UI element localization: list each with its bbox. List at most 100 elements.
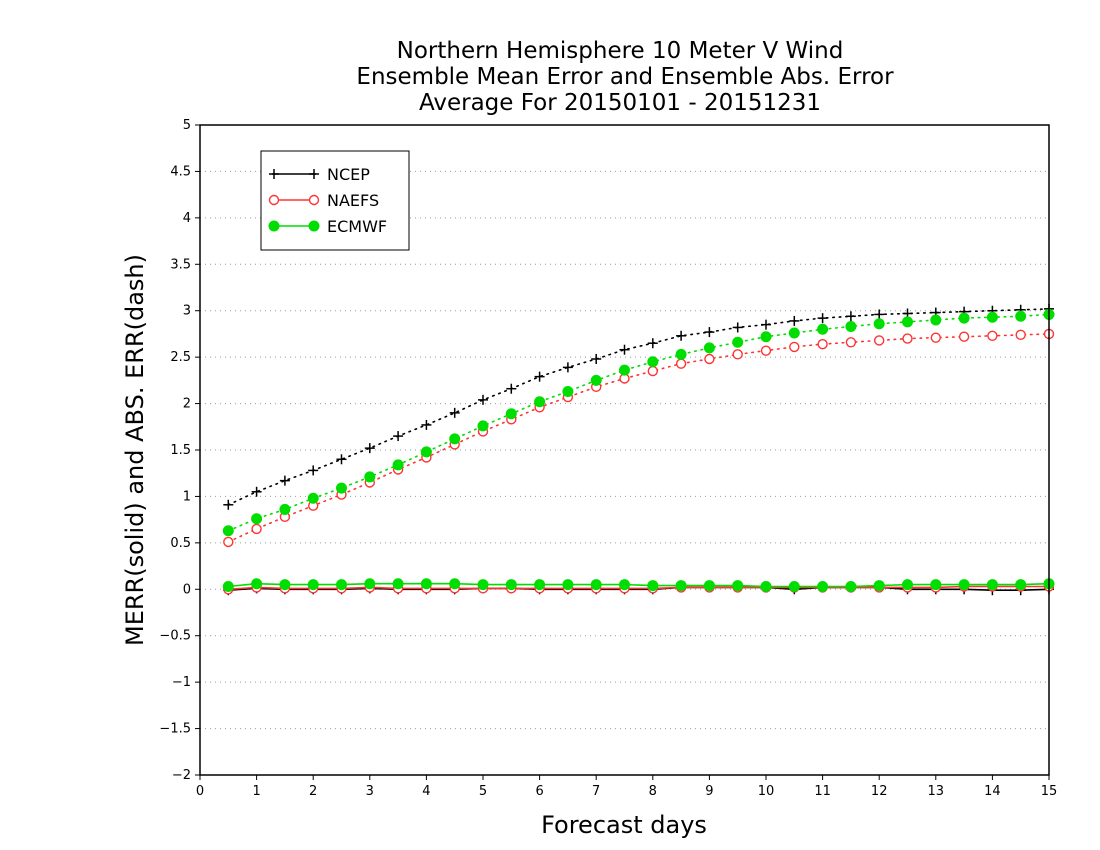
naefs-abs-error-point (845, 337, 857, 348)
x-tick-label: 8 (649, 784, 657, 799)
ecmwf-mean-error-point (930, 579, 942, 591)
naefs-abs-error-point (1015, 329, 1026, 341)
ncep-abs-error-point (845, 311, 856, 322)
title-line-2: Ensemble Mean Error and Ensemble Abs. Er… (356, 64, 894, 90)
ecmwf-abs-error-point (534, 396, 546, 408)
ecmwf-mean-error-point (251, 578, 263, 590)
naefs-abs-error-point (874, 335, 885, 346)
gridlines (200, 170, 1049, 730)
ncep-abs-error-point (223, 499, 234, 510)
x-tick-label: 13 (928, 784, 945, 799)
series-ncep (223, 303, 1054, 596)
ncep-abs-error-point (562, 362, 573, 373)
y-tick-label: 3.5 (170, 257, 191, 272)
y-tick-label: 2.5 (170, 350, 191, 365)
ecmwf-mean-error-point (703, 580, 715, 592)
x-tick-label: 9 (705, 784, 713, 799)
ncep-abs-error-point (279, 475, 290, 486)
chart-title: Northern Hemisphere 10 Meter V Wind Ense… (356, 38, 894, 116)
x-tick-label: 7 (592, 784, 600, 799)
ecmwf-abs-error-point (364, 471, 376, 483)
ecmwf-abs-error-point (703, 342, 715, 354)
ecmwf-abs-error-point (817, 323, 829, 335)
naefs-abs-error-point (789, 341, 800, 353)
legend-marker (268, 220, 280, 232)
x-tick-label: 1 (252, 784, 260, 799)
legend-label: NAEFS (327, 191, 379, 210)
plot-series (222, 303, 1055, 596)
x-axis-label: Forecast days (541, 811, 707, 839)
y-tick-label: 2 (183, 397, 191, 412)
ecmwf-abs-error-point (788, 327, 800, 339)
x-tick-label: 10 (758, 784, 775, 799)
ncep-abs-error-point (364, 443, 375, 454)
legend: NCEP NAEFS ECMWF (260, 150, 410, 251)
ncep-abs-error-point (817, 313, 828, 324)
ecmwf-abs-error-point (477, 420, 489, 432)
naefs-abs-error-point (958, 331, 970, 342)
y-tick-label: −1 (172, 675, 191, 690)
y-tick-label: −1.5 (159, 722, 191, 737)
ncep-abs-error-point (761, 319, 771, 330)
x-tick-label: 6 (535, 784, 543, 799)
ncep-abs-error-point (449, 407, 460, 418)
y-axis-ticks: −2 −1.5 −1 −0.5 0 0.5 1 1.5 2 2.5 3 3.5 4 4.5 5 (159, 118, 200, 783)
title-line-3: Average For 20150101 - 20151231 (419, 90, 821, 116)
x-tick-label: 3 (366, 784, 374, 799)
x-axis-ticks: 0 1 2 3 4 5 6 7 8 9 10 11 12 13 14 15 (196, 775, 1057, 799)
legend-item-ecmwf: ECMWF (268, 217, 387, 236)
ecmwf-mean-error-point (958, 579, 970, 591)
ecmwf-abs-error-point (732, 336, 744, 348)
ecmwf-abs-error-point (420, 446, 432, 458)
x-tick-label: 12 (871, 784, 888, 799)
legend-item-naefs: NAEFS (268, 191, 379, 210)
ecmwf-abs-error-point (590, 374, 602, 386)
ecmwf-abs-error-point (307, 492, 319, 504)
ncep-abs-error-point (393, 431, 404, 442)
ncep-abs-error-point (308, 465, 319, 476)
y-axis-label: MERR(solid) and ABS. ERR(dash) (121, 254, 149, 646)
ecmwf-mean-error-point (307, 579, 319, 591)
ecmwf-mean-error-point (420, 578, 432, 590)
y-tick-label: −2 (172, 768, 191, 783)
ecmwf-mean-error-point (675, 580, 687, 592)
y-tick-label: 5 (183, 118, 191, 133)
x-tick-label: 14 (984, 784, 1001, 799)
ecmwf-mean-error-point (364, 578, 376, 590)
ncep-abs-error-point (506, 383, 517, 394)
y-tick-label: −0.5 (159, 629, 191, 644)
y-tick-label: 1 (183, 489, 191, 504)
series-naefs (223, 328, 1055, 595)
ecmwf-abs-error-line (227, 313, 1050, 532)
x-tick-label: 4 (422, 784, 430, 799)
ecmwf-abs-error-point (958, 312, 970, 324)
legend-label: ECMWF (327, 217, 387, 236)
y-tick-label: 1.5 (170, 443, 191, 458)
ecmwf-mean-error-point (222, 581, 234, 592)
ncep-abs-error-point (647, 338, 658, 349)
ecmwf-abs-error-point (505, 408, 517, 420)
ecmwf-mean-error-point (619, 579, 630, 591)
ncep-abs-error-point (874, 309, 885, 320)
ecmwf-abs-error-point (449, 433, 461, 445)
ecmwf-mean-error-line (228, 582, 1050, 588)
ecmwf-mean-error-point (873, 580, 885, 592)
legend-item-ncep: NCEP (269, 165, 370, 184)
naefs-abs-error-point (817, 338, 828, 350)
ecmwf-abs-error-point (1015, 310, 1027, 322)
ecmwf-mean-error-point (732, 580, 744, 592)
y-tick-label: 4 (183, 211, 191, 226)
ecmwf-abs-error-point (647, 356, 659, 368)
ecmwf-mean-error-point (279, 579, 291, 591)
ecmwf-abs-error-point (619, 364, 630, 376)
naefs-abs-error-line (227, 333, 1050, 543)
ecmwf-mean-error-point (760, 581, 772, 592)
x-tick-label: 0 (196, 784, 204, 799)
ncep-abs-error-point (789, 315, 800, 326)
ecmwf-mean-error-point (449, 578, 461, 590)
ecmwf-mean-error-point (845, 581, 857, 592)
naefs-abs-error-point (732, 349, 743, 360)
x-tick-label: 15 (1041, 784, 1058, 799)
ecmwf-mean-error-point (647, 580, 659, 592)
legend-marker (268, 194, 280, 206)
